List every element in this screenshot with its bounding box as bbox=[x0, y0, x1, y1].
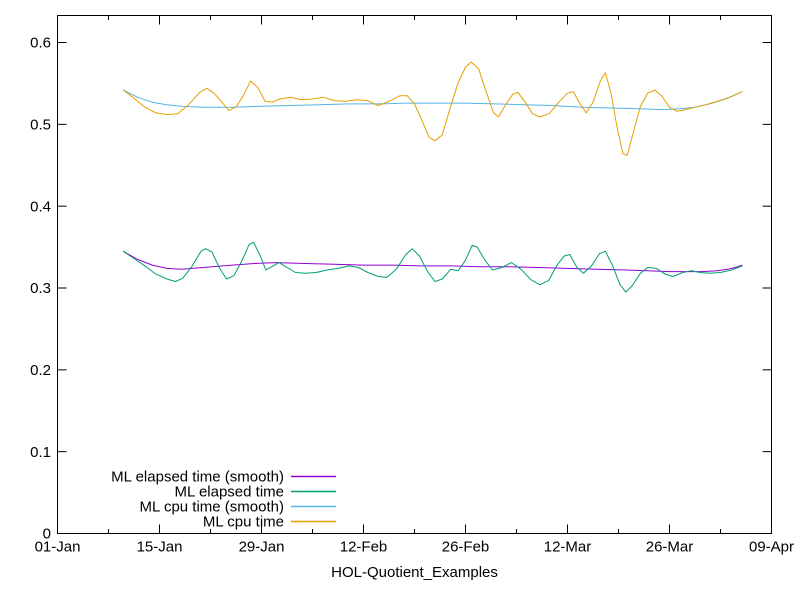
legend-label: ML cpu time (smooth) bbox=[140, 499, 285, 516]
x-tick-label: 12-Mar bbox=[544, 539, 592, 556]
y-tick-label: 0.3 bbox=[30, 280, 51, 297]
legend-label: ML cpu time bbox=[203, 514, 284, 531]
x-tick-label: 26-Feb bbox=[442, 539, 490, 556]
x-tick-label: 29-Jan bbox=[239, 539, 285, 556]
x-axis-title: HOL-Quotient_Examples bbox=[331, 564, 498, 581]
x-tick-label: 15-Jan bbox=[137, 539, 183, 556]
y-tick-label: 0 bbox=[43, 526, 51, 543]
legend-label: ML elapsed time bbox=[175, 484, 285, 501]
legend-label: ML elapsed time (smooth) bbox=[111, 469, 284, 486]
y-tick-label: 0.4 bbox=[30, 198, 51, 215]
series-line-ml-elapsed-time-smooth bbox=[122, 250, 743, 273]
series-line-ml-cpu-time-smooth bbox=[122, 89, 743, 111]
x-tick-label: 12-Feb bbox=[340, 539, 388, 556]
y-tick-label: 0.6 bbox=[30, 35, 51, 52]
series-line-ml-elapsed-time bbox=[122, 241, 743, 293]
y-tick-label: 0.5 bbox=[30, 117, 51, 134]
y-tick-label: 0.2 bbox=[30, 362, 51, 379]
x-tick-label: 26-Mar bbox=[646, 539, 694, 556]
y-tick-label: 0.1 bbox=[30, 444, 51, 461]
x-tick-label: 01-Jan bbox=[35, 539, 81, 556]
series-line-ml-cpu-time bbox=[122, 61, 743, 156]
x-tick-label: 09-Apr bbox=[749, 539, 794, 556]
